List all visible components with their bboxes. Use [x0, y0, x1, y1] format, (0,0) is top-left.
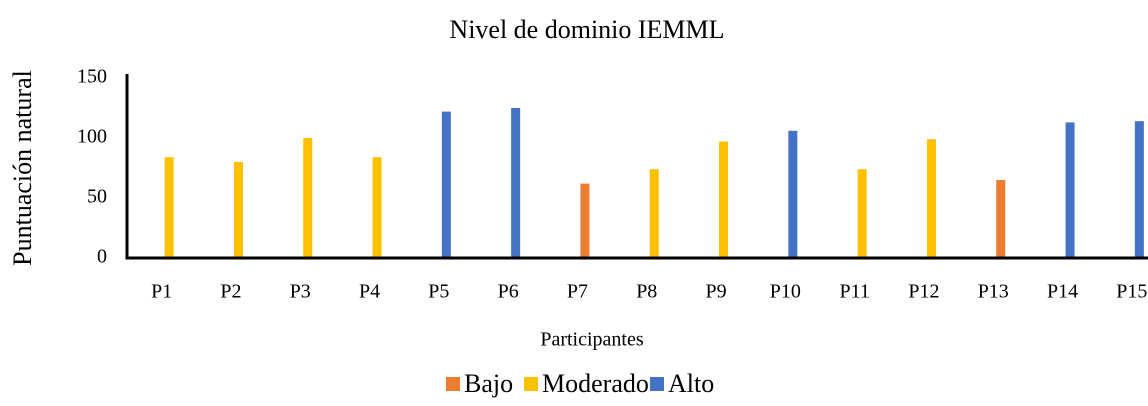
legend-label: Moderado — [542, 369, 649, 398]
bar — [649, 169, 659, 258]
bar — [1065, 122, 1075, 259]
bar — [926, 139, 936, 258]
x-tick-label: P8 — [636, 281, 657, 303]
x-tick-label: P9 — [705, 281, 726, 303]
y-tick-label: 0 — [97, 246, 107, 268]
y-tick-label: 100 — [77, 126, 107, 148]
x-tick-label: P3 — [290, 281, 311, 303]
bar — [996, 180, 1006, 258]
bar — [511, 108, 521, 258]
x-tick-label: P7 — [567, 281, 588, 303]
bar — [788, 130, 798, 258]
bar — [233, 162, 243, 258]
x-tick-label: P15 — [1116, 281, 1147, 303]
x-tick-label: P13 — [978, 281, 1009, 303]
bar — [857, 169, 867, 258]
y-tick-label: 50 — [87, 186, 107, 208]
x-axis-title: Participantes — [540, 329, 644, 351]
legend-label: Bajo — [464, 369, 513, 398]
bar — [441, 111, 451, 258]
legend-swatch — [650, 377, 664, 391]
x-tick-label: P2 — [220, 281, 241, 303]
x-tick-label: P14 — [1047, 281, 1078, 303]
x-tick-label: P4 — [359, 281, 380, 303]
legend-label: Alto — [668, 369, 714, 398]
y-axis-title: Puntuación natural — [8, 70, 37, 266]
x-tick-label: P5 — [428, 281, 449, 303]
bar — [372, 157, 382, 258]
legend-swatch — [524, 377, 538, 391]
x-tick-label: P12 — [908, 281, 939, 303]
bar — [1134, 121, 1144, 258]
bar — [164, 157, 174, 258]
chart-title: Nivel de dominio IEMML — [449, 15, 724, 44]
bar — [303, 138, 313, 258]
x-tick-label: P11 — [839, 281, 869, 303]
bar — [719, 141, 729, 258]
x-tick-label: P6 — [498, 281, 519, 303]
x-tick-label: P10 — [770, 281, 801, 303]
legend-swatch — [446, 377, 460, 391]
x-tick-label: P1 — [151, 281, 172, 303]
y-tick-label: 150 — [77, 66, 107, 88]
bar — [580, 183, 590, 258]
